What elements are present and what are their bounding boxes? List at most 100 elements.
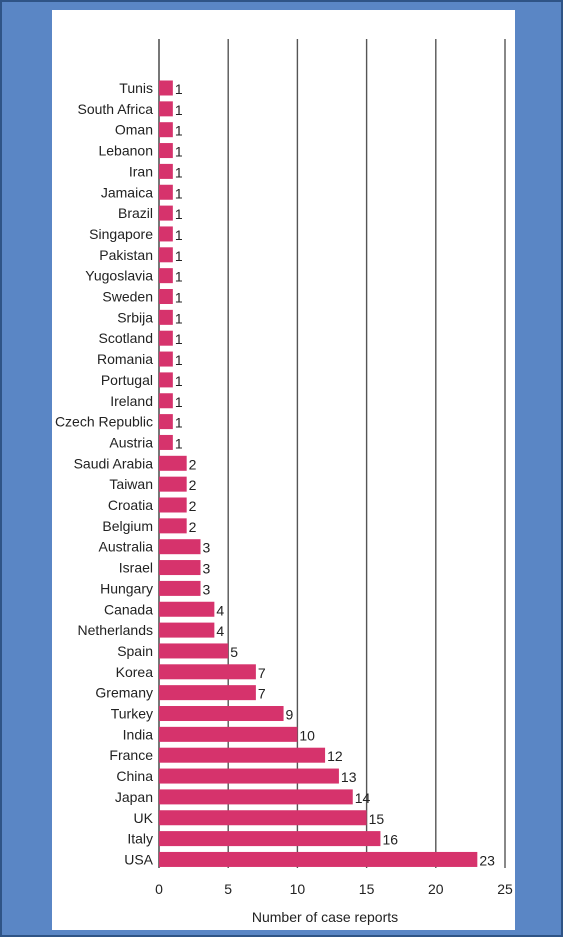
bar xyxy=(159,434,173,450)
bar xyxy=(159,414,173,430)
bar xyxy=(159,247,173,263)
value-label: 1 xyxy=(175,415,183,431)
category-label: Israel xyxy=(119,560,153,576)
bar xyxy=(159,268,173,284)
category-label: Australia xyxy=(99,539,154,555)
category-label: Taiwan xyxy=(109,476,153,492)
category-label: Belgium xyxy=(102,518,153,534)
value-label: 14 xyxy=(355,790,371,806)
value-label: 1 xyxy=(175,394,183,410)
category-label: Japan xyxy=(115,789,153,805)
category-label: Czech Republic xyxy=(55,414,153,430)
category-label: Tunis xyxy=(119,80,153,96)
x-tick-label: 20 xyxy=(428,881,444,897)
value-label: 7 xyxy=(258,686,266,702)
bar xyxy=(159,289,173,304)
category-label: Oman xyxy=(115,122,153,138)
category-labels: Tunis South Africa Oman Lebanon Iran Jamaica B… xyxy=(55,80,154,867)
value-label: 9 xyxy=(286,707,294,723)
bar xyxy=(159,601,215,617)
bar xyxy=(159,80,173,96)
bar xyxy=(159,685,256,701)
category-label: Srbija xyxy=(117,309,153,325)
bar xyxy=(159,539,201,555)
category-label: Korea xyxy=(116,664,154,680)
value-label: 1 xyxy=(175,331,183,347)
category-label: Saudi Arabia xyxy=(74,455,154,471)
bar xyxy=(159,643,229,659)
category-label: Singapore xyxy=(89,226,153,242)
bar xyxy=(159,810,367,826)
value-label: 1 xyxy=(175,206,183,222)
category-label: India xyxy=(123,726,154,742)
bar xyxy=(159,831,381,847)
x-tick-label: 15 xyxy=(359,881,375,897)
value-label: 23 xyxy=(479,852,495,868)
category-label: Pakistan xyxy=(99,247,153,263)
bar xyxy=(159,560,201,576)
category-label: Turkey xyxy=(111,706,153,722)
x-tick-label: 25 xyxy=(497,881,513,897)
value-label: 1 xyxy=(175,269,183,285)
value-label: 1 xyxy=(175,123,183,139)
category-label: Sweden xyxy=(102,289,153,305)
value-label: 16 xyxy=(382,832,398,848)
x-tick-label: 10 xyxy=(290,881,306,897)
category-label: USA xyxy=(124,851,153,867)
value-label: 1 xyxy=(175,435,183,451)
value-label: 10 xyxy=(299,727,315,743)
bar xyxy=(159,351,173,367)
bar xyxy=(159,476,187,492)
bar xyxy=(159,497,187,513)
value-label: 4 xyxy=(216,623,224,639)
value-label: 13 xyxy=(341,769,357,785)
bar xyxy=(159,205,173,221)
value-labels: 1111111111111111112222333445779101213141… xyxy=(175,81,495,868)
bar xyxy=(159,309,173,325)
bar xyxy=(159,163,173,179)
category-label: Spain xyxy=(117,643,153,659)
category-label: Brazil xyxy=(118,205,153,221)
bar xyxy=(159,664,256,680)
bar xyxy=(159,789,353,805)
value-label: 2 xyxy=(189,498,197,514)
value-label: 1 xyxy=(175,248,183,264)
category-label: Canada xyxy=(104,601,153,617)
value-label: 1 xyxy=(175,144,183,160)
bar xyxy=(159,706,284,721)
category-label: Yugoslavia xyxy=(85,268,153,284)
category-label: France xyxy=(109,747,153,763)
category-label: Scotland xyxy=(99,330,153,346)
value-label: 4 xyxy=(216,602,224,618)
category-label: Lebanon xyxy=(98,143,153,159)
value-label: 2 xyxy=(189,456,197,472)
value-label: 3 xyxy=(203,540,211,556)
value-label: 15 xyxy=(369,811,385,827)
value-label: 1 xyxy=(175,290,183,306)
category-label: Hungary xyxy=(100,580,153,596)
value-label: 3 xyxy=(203,561,211,577)
value-label: 2 xyxy=(189,519,197,535)
bars xyxy=(159,80,478,867)
bar xyxy=(159,768,339,784)
bar xyxy=(159,580,201,596)
value-label: 1 xyxy=(175,352,183,368)
x-tick-label: 0 xyxy=(155,881,163,897)
category-label: Gremany xyxy=(95,685,153,701)
bar xyxy=(159,455,187,471)
category-label: Italy xyxy=(127,831,153,847)
value-label: 1 xyxy=(175,164,183,180)
category-label: Netherlands xyxy=(78,622,154,638)
value-label: 7 xyxy=(258,665,266,681)
value-label: 12 xyxy=(327,748,343,764)
grid-lines xyxy=(158,39,506,868)
category-label: Croatia xyxy=(108,497,153,513)
value-label: 2 xyxy=(189,477,197,493)
bar xyxy=(159,622,215,638)
category-label: Iran xyxy=(129,163,153,179)
category-label: Romania xyxy=(97,351,153,367)
value-label: 1 xyxy=(175,227,183,243)
bar xyxy=(159,747,326,763)
